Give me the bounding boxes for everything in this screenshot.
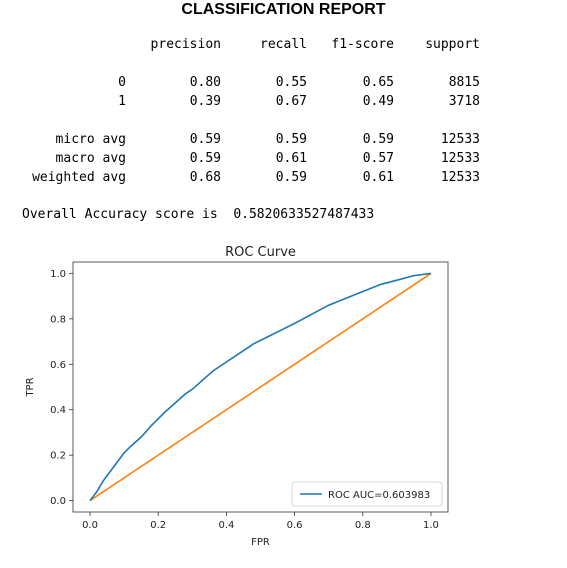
row-value: 0.59 (275, 170, 307, 185)
x-axis-label: FPR (251, 537, 270, 548)
chance-diagonal-line (89, 272, 432, 502)
y-tick-label: 1.0 (50, 269, 66, 280)
row-label: 0 (118, 75, 126, 90)
row-label: weighted avg (32, 170, 126, 185)
row-value: 0.59 (362, 132, 394, 147)
row-value: 0.55 (275, 75, 307, 90)
row-value: 12533 (440, 170, 480, 185)
row-value: 0.68 (189, 170, 221, 185)
y-tick-label: 0.0 (50, 496, 66, 507)
row-value: 0.65 (362, 75, 394, 90)
row-value: 0.59 (189, 151, 221, 166)
row-value: 0.59 (275, 132, 307, 147)
legend-box (291, 481, 443, 507)
row-value: 0.57 (362, 151, 394, 166)
accuracy-label: Overall Accuracy score is (22, 207, 218, 222)
row-value: 0.39 (189, 94, 221, 109)
y-tick-label: 0.8 (50, 314, 66, 325)
legend-entry: ROC AUC=0.603983 (328, 490, 430, 501)
row-label: macro avg (55, 151, 126, 166)
x-tick-label: 0.4 (218, 520, 234, 531)
x-tick-label: 0.2 (150, 520, 166, 531)
y-tick-label: 0.6 (50, 360, 66, 371)
row-value: 0.80 (189, 75, 221, 90)
plot-frame (72, 261, 449, 513)
roc-curve-line (89, 272, 432, 502)
chart-title: ROC Curve (225, 245, 296, 260)
roc-curve-chart: ROC Curve 0.0 0.2 0.4 0.6 0.8 1.0 0.0 0.2 0.4 0.6 0… (25, 245, 449, 548)
row-value: 12533 (440, 132, 480, 147)
x-tick-label: 1.0 (423, 520, 439, 531)
column-header-precision: precision (150, 37, 221, 52)
row-value: 8815 (448, 75, 480, 90)
x-tick-label: 0.6 (287, 520, 303, 531)
row-label: micro avg (55, 132, 126, 147)
row-label: 1 (118, 94, 126, 109)
row-value: 3718 (448, 94, 480, 109)
y-tick-label: 0.2 (50, 451, 66, 462)
accuracy-line: Overall Accuracy score is 0.582063352748… (22, 207, 374, 223)
x-tick-label: 0.8 (355, 520, 371, 531)
y-tick-label: 0.4 (50, 405, 66, 416)
row-value: 0.49 (362, 94, 394, 109)
row-value: 0.67 (275, 94, 307, 109)
column-header-recall: recall (260, 37, 307, 52)
y-axis-label: TPR (25, 377, 36, 397)
report-title: CLASSIFICATION REPORT (181, 1, 386, 18)
accuracy-value: 0.5820633527487433 (233, 207, 375, 222)
column-header-support: support (425, 37, 480, 52)
row-value: 0.61 (362, 170, 394, 185)
row-value: 0.59 (189, 132, 221, 147)
column-header-f1-score: f1-score (331, 37, 394, 52)
row-value: 0.61 (275, 151, 307, 166)
row-value: 12533 (440, 151, 480, 166)
x-tick-label: 0.0 (82, 520, 98, 531)
